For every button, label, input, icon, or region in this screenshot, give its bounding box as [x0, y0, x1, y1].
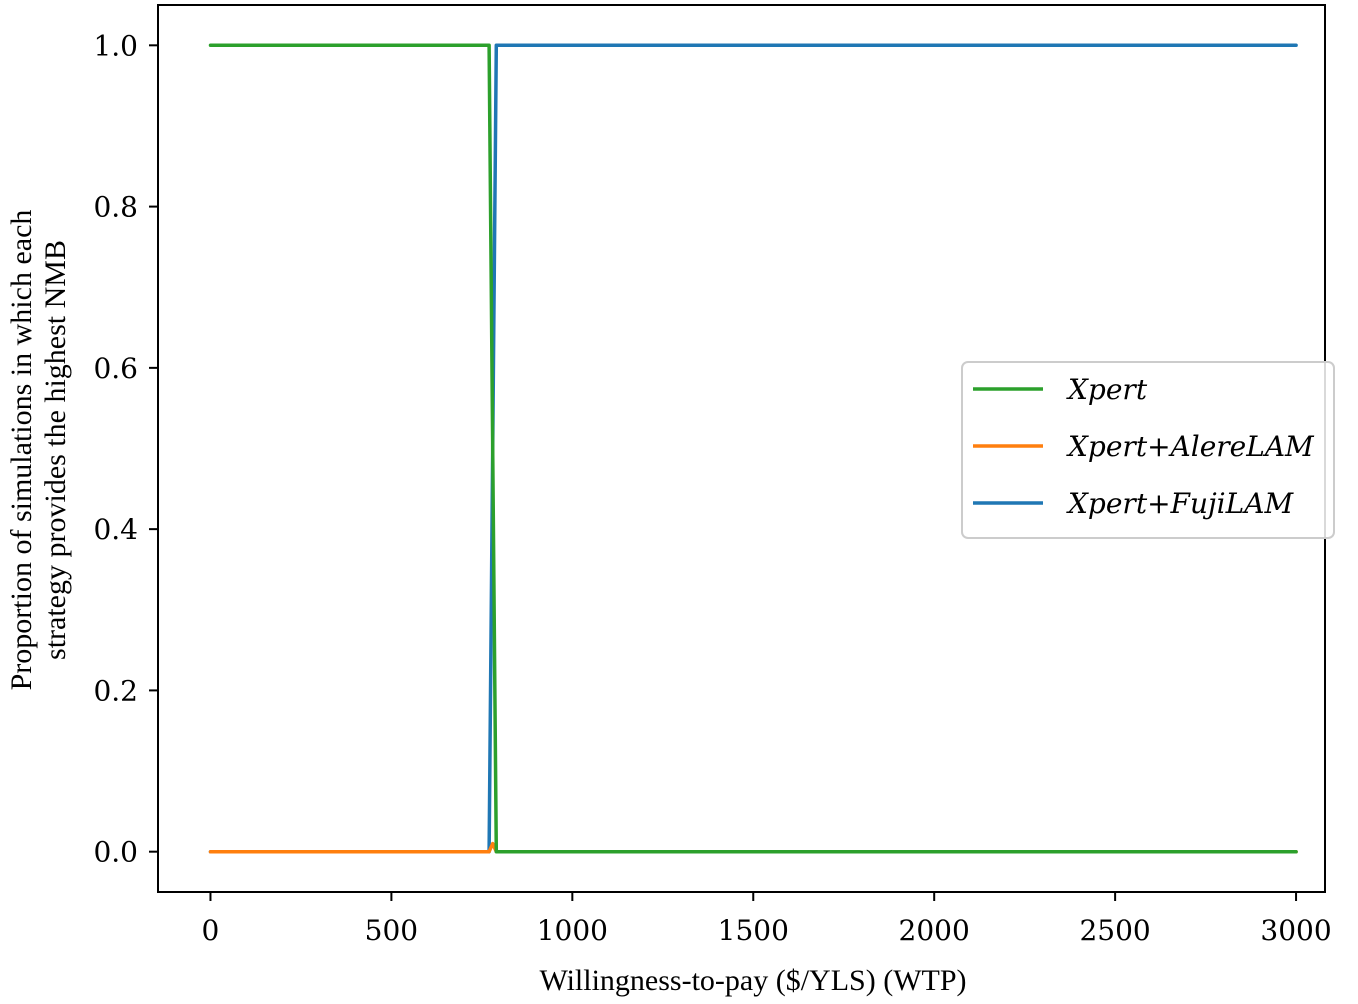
- y-axis-label-line-2: strategy provides the highest NMB: [39, 240, 72, 660]
- y-tick-label: 0.0: [93, 836, 138, 869]
- legend-label: Xpert: [1066, 373, 1148, 406]
- x-axis: 0 500 1000 1500 2000 2500 3000: [202, 892, 1332, 947]
- series-line-1: [208, 43, 1298, 854]
- legend-label: Xpert+FujiLAM: [1066, 487, 1294, 520]
- y-tick-label: 0.2: [93, 674, 138, 707]
- series-layer: [208, 43, 1298, 854]
- x-tick-label: 3000: [1260, 914, 1331, 947]
- legend-frame: [961, 361, 1335, 539]
- x-tick-label: 1500: [718, 914, 789, 947]
- y-tick-label: 1.0: [93, 29, 138, 62]
- y-axis: 0.0 0.2 0.4 0.6 0.8 1.0: [93, 29, 158, 869]
- legend: Xpert Xpert+AlereLAM Xpert+FujiLAM: [961, 361, 1335, 539]
- x-tick-label: 1000: [537, 914, 608, 947]
- legend-label: Xpert+AlereLAM: [1066, 430, 1315, 463]
- x-tick-label: 0: [202, 914, 220, 947]
- y-tick-label: 0.4: [93, 513, 138, 546]
- y-axis-label-line-1: Proportion of simulations in which each: [5, 210, 38, 691]
- y-tick-label: 0.8: [93, 191, 138, 224]
- x-axis-label: Willingness-to-pay ($/YLS) (WTP): [539, 964, 966, 997]
- y-tick-label: 0.6: [93, 352, 138, 385]
- x-tick-label: 2000: [899, 914, 970, 947]
- x-tick-label: 2500: [1079, 914, 1150, 947]
- x-tick-label: 500: [365, 914, 418, 947]
- y-axis-label: Proportion of simulations in which each …: [5, 210, 72, 691]
